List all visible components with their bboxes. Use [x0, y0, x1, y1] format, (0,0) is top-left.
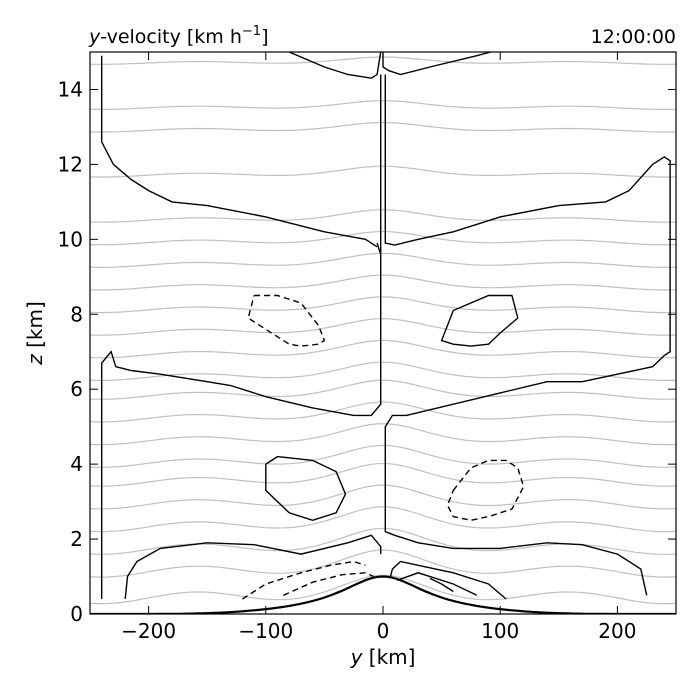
x-tick-label: −100: [238, 619, 293, 643]
y-tick-label: 12: [58, 152, 83, 176]
y-tick-label: 2: [70, 527, 83, 551]
positive-contour: [288, 52, 382, 79]
x-tick-label: −200: [121, 619, 176, 643]
positive-contour: [384, 74, 671, 596]
isentrope-line: [90, 296, 676, 314]
isentrope-line: [90, 100, 676, 110]
isentrope-line: [90, 401, 676, 423]
positive-contour: [396, 572, 478, 596]
positive-contour: [265, 455, 347, 522]
contour-layer: [101, 52, 671, 600]
isentrope-layer: [90, 56, 676, 605]
isentrope-line: [90, 506, 676, 533]
x-tick-label: 0: [377, 619, 390, 643]
positive-contour: [124, 534, 382, 600]
isentrope-line: [90, 462, 676, 487]
isentrope-line: [90, 379, 676, 400]
isentrope-line: [90, 274, 676, 291]
title-var: y: [88, 26, 101, 48]
isentrope-line: [90, 317, 676, 336]
isentrope-line: [90, 165, 676, 178]
positive-contour: [429, 577, 454, 593]
y-tick-label: 0: [70, 602, 83, 626]
chart-title: y-velocity [km h−1]: [88, 24, 269, 48]
x-axis-label-unit: [km]: [362, 645, 415, 669]
title-close: ]: [261, 26, 268, 48]
time-label: 12:00:00: [591, 26, 676, 48]
isentrope-line: [90, 121, 676, 133]
positive-contour: [101, 55, 378, 248]
positive-contour: [382, 52, 491, 76]
y-axis-label: z [km]: [23, 301, 47, 366]
isentrope-line: [90, 574, 676, 605]
x-axis-label-var: y: [350, 645, 364, 669]
y-tick-label: 14: [58, 77, 83, 101]
positive-contour: [389, 560, 507, 600]
title-superscript: −1: [242, 24, 261, 39]
isentrope-line: [90, 252, 676, 269]
positive-contour: [376, 74, 382, 255]
y-axis-label-var: z: [23, 354, 47, 366]
negative-contour: [247, 294, 326, 347]
positive-contour: [440, 294, 519, 347]
negative-contour: [446, 459, 525, 522]
y-tick-label: 4: [70, 452, 83, 476]
isentrope-line: [90, 484, 676, 510]
x-tick-label: 100: [481, 619, 519, 643]
negative-contour: [242, 560, 366, 600]
isentrope-line: [90, 549, 676, 578]
isentrope-line: [90, 423, 676, 446]
title-rest: -velocity [km h: [100, 26, 242, 48]
isentrope-line: [90, 230, 676, 246]
x-tick-label: 200: [598, 619, 636, 643]
x-axis-ticks: −200 −100 0 100 200: [121, 52, 636, 643]
isentrope-line: [90, 339, 676, 359]
y-tick-label: 10: [58, 227, 83, 251]
y-tick-label: 6: [70, 377, 83, 401]
isentrope-line: [90, 444, 676, 468]
y-axis-ticks: 0 2 4 6 8 10 12 14: [58, 77, 676, 626]
y-axis-label-unit: [km]: [23, 301, 47, 354]
isentrope-line: [90, 209, 676, 223]
y-tick-label: 8: [70, 302, 83, 326]
x-axis-label: y [km]: [350, 645, 416, 669]
isentrope-line: [90, 361, 676, 381]
positive-contour: [101, 254, 382, 599]
negative-contour: [283, 572, 374, 596]
